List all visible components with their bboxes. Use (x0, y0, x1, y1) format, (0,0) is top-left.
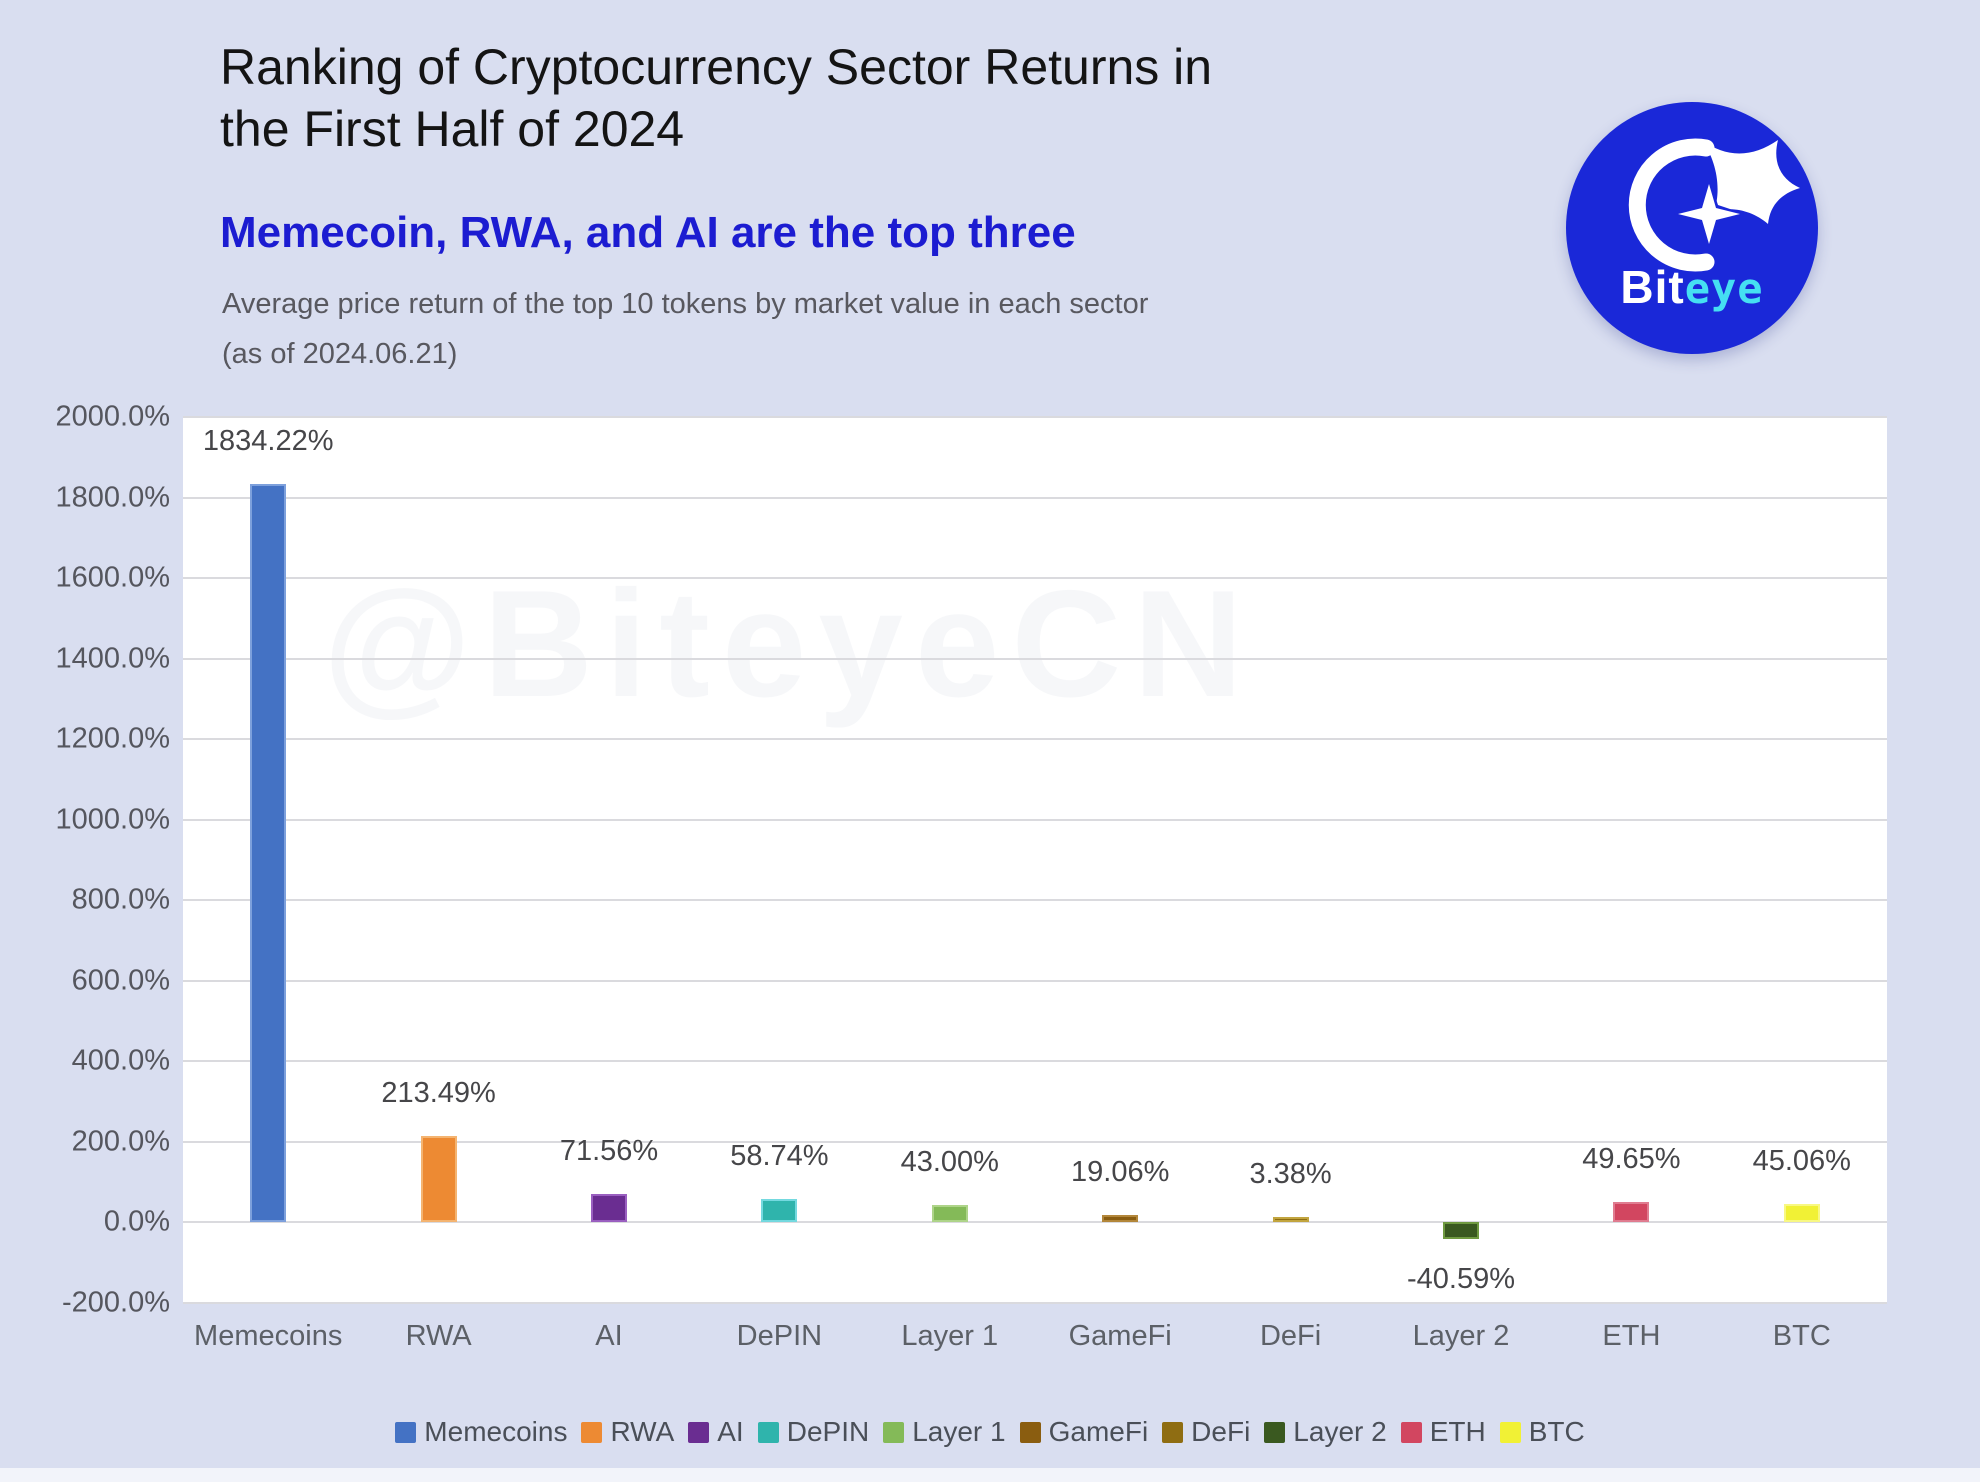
legend-item: RWA (581, 1416, 674, 1448)
gridline (183, 738, 1887, 741)
x-axis-label: AI (595, 1320, 623, 1352)
bar-depin (761, 1198, 798, 1223)
bar-value-label: 71.56% (559, 1134, 659, 1167)
legend-item: GameFi (1019, 1416, 1149, 1448)
as-of-date: (as of 2024.06.21) (222, 338, 458, 370)
legend-swatch (1019, 1421, 1041, 1443)
y-axis-tick-label: 200.0% (71, 1125, 170, 1158)
legend-item: DePIN (757, 1416, 870, 1448)
legend-swatch (757, 1421, 779, 1443)
legend-item: DeFi (1162, 1416, 1250, 1448)
bottom-strip (0, 1468, 1980, 1482)
x-axis-label: BTC (1772, 1320, 1831, 1352)
legend-swatch (1499, 1421, 1521, 1443)
y-axis-tick-label: 1400.0% (55, 642, 171, 675)
legend-label: ETH (1429, 1416, 1486, 1447)
bar-value-label: 1834.22% (202, 424, 334, 457)
bar-btc (1783, 1204, 1820, 1223)
x-axis-label: Memecoins (194, 1320, 343, 1352)
bar-layer-2 (1443, 1222, 1479, 1239)
biteye-comet-icon (1628, 138, 1800, 272)
gridline (183, 1060, 1887, 1063)
x-axis-label: DePIN (736, 1320, 823, 1352)
bar-layer-1 (931, 1205, 968, 1223)
x-axis-label: Layer 2 (1412, 1320, 1510, 1352)
y-axis-tick-label: 2000.0% (55, 400, 171, 433)
legend-label: Layer 2 (1293, 1416, 1387, 1447)
bar-rwa (420, 1136, 457, 1223)
bar-value-label: 58.74% (730, 1139, 829, 1172)
legend-item: Memecoins (395, 1416, 567, 1448)
logo-text-bit: Bit (1620, 261, 1685, 313)
gridline (183, 818, 1887, 821)
gridline (183, 979, 1887, 982)
gridline (183, 899, 1887, 902)
bar-gamefi (1102, 1214, 1139, 1223)
legend-swatch (1264, 1421, 1286, 1443)
gridline (183, 1221, 1887, 1224)
y-axis-tick-label: 0.0% (103, 1205, 170, 1238)
title-line1: Ranking of Cryptocurrency Sector Returns… (220, 39, 1213, 95)
chart-description: Average price return of the top 10 token… (222, 288, 1149, 320)
bar-chart-plot-area: @BiteyeCN 1834.22% 213.49% 71.56% 58.74% 43.… (183, 416, 1887, 1304)
chart-legend: Memecoins RWA AI DePIN Layer 1 GameFi DeFi Laye… (0, 1416, 1980, 1448)
legend-item: ETH (1400, 1416, 1486, 1448)
legend-item: Layer 2 (1264, 1416, 1387, 1448)
y-axis-tick-label: 1200.0% (55, 722, 171, 755)
gridline (183, 416, 1887, 418)
x-axis-label: RWA (405, 1320, 472, 1352)
y-axis-tick-label: 800.0% (71, 883, 170, 916)
legend-item: AI (688, 1416, 744, 1448)
biteye-wordmark: Biteye (1566, 260, 1818, 314)
gridline (183, 496, 1887, 499)
bar-defi (1272, 1217, 1309, 1223)
legend-label: RWA (610, 1416, 675, 1447)
legend-swatch (581, 1421, 603, 1443)
page-title: Ranking of Cryptocurrency Sector Returns… (220, 36, 1560, 160)
y-axis-tick-label: 1800.0% (55, 481, 171, 514)
y-axis-tick-label: 1000.0% (55, 803, 171, 836)
watermark: @BiteyeCN (323, 559, 1255, 729)
bar-value-label: 43.00% (900, 1146, 999, 1179)
bar-value-label: 49.65% (1582, 1143, 1681, 1176)
x-axis-label: DeFi (1259, 1320, 1322, 1352)
bar-value-label: 19.06% (1071, 1155, 1170, 1188)
y-axis-tick-label: 400.0% (71, 1044, 170, 1077)
bar-value-label: 213.49% (381, 1077, 496, 1110)
legend-label: DeFi (1191, 1416, 1251, 1447)
legend-swatch (395, 1421, 417, 1443)
bar-value-label: 45.06% (1752, 1145, 1851, 1178)
legend-label: BTC (1528, 1416, 1585, 1447)
y-axis-tick-label: 600.0% (71, 964, 170, 997)
legend-swatch (883, 1421, 905, 1443)
legend-swatch (1162, 1421, 1184, 1443)
legend-swatch (1400, 1421, 1422, 1443)
legend-item: BTC (1499, 1416, 1585, 1448)
bar-value-label: 3.38% (1249, 1158, 1332, 1191)
gridline (183, 657, 1887, 660)
y-axis-tick-label: -200.0% (61, 1286, 170, 1319)
chart-subtitle: Memecoin, RWA, and AI are the top three (220, 208, 1076, 257)
bar-value-label: -40.59% (1406, 1262, 1515, 1295)
x-axis-label: Layer 1 (901, 1320, 999, 1352)
bar-eth (1613, 1202, 1650, 1223)
legend-label: AI (717, 1416, 744, 1447)
legend-item: Layer 1 (883, 1416, 1006, 1448)
bar-ai (591, 1193, 627, 1223)
legend-label: Layer 1 (912, 1416, 1006, 1447)
gridline (183, 1302, 1887, 1304)
legend-label: Memecoins (424, 1416, 568, 1447)
y-axis-tick-label: 1600.0% (55, 561, 171, 594)
gridline (183, 577, 1887, 580)
legend-label: GameFi (1048, 1416, 1149, 1447)
x-axis-label: ETH (1602, 1320, 1661, 1352)
logo-text-eye: eye (1684, 264, 1764, 313)
gridline (183, 1140, 1887, 1143)
legend-swatch (688, 1421, 710, 1443)
legend-label: DePIN (786, 1416, 870, 1447)
x-axis-label: GameFi (1068, 1320, 1172, 1352)
title-line2: the First Half of 2024 (220, 101, 685, 157)
bar-memecoins (250, 483, 287, 1223)
biteye-logo: Biteye (1566, 102, 1818, 354)
